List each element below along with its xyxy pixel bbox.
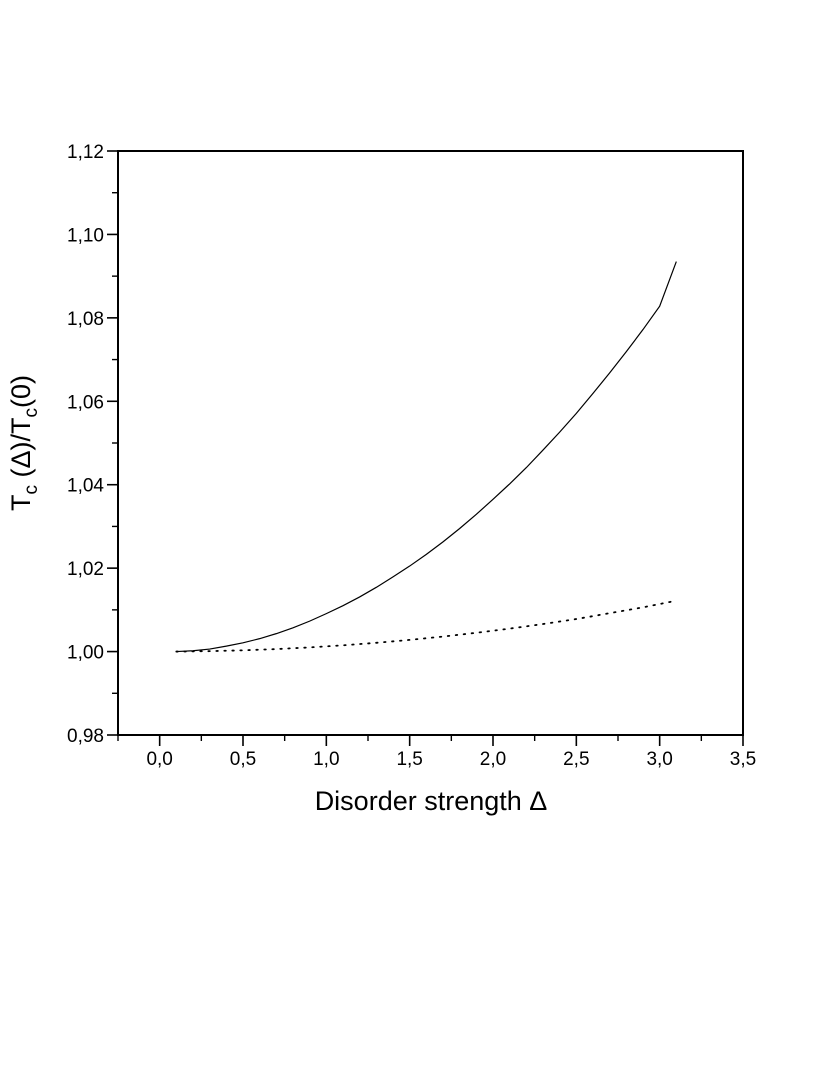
x-tick-label: 0,0 xyxy=(146,749,172,770)
y-axis: 0,98 1,00 1,02 1,04 1,06 1,08 1,10 1,12 xyxy=(67,142,118,747)
solid-series-line xyxy=(176,261,677,653)
y-axis-title-tail: (0) xyxy=(6,375,36,408)
y-axis-title: Tc (Δ)/Tc(0) xyxy=(6,375,42,511)
y-axis-title-sub1: c xyxy=(21,485,42,495)
x-tick-label: 2,0 xyxy=(480,749,506,770)
x-tick-label: 1,0 xyxy=(313,749,339,770)
y-tick-label: 0,98 xyxy=(67,726,104,747)
y-tick-label: 1,04 xyxy=(67,476,104,497)
y-axis-title-mid: (Δ)/T xyxy=(6,417,36,485)
y-tick-label: 1,08 xyxy=(67,309,104,330)
x-tick-label: 0,5 xyxy=(230,749,256,770)
series-layer xyxy=(175,261,678,653)
y-tick-label: 1,02 xyxy=(67,559,104,580)
y-axis-title-sub2: c xyxy=(21,408,42,418)
x-axis: 0,0 0,5 1,0 1,5 2,0 2,5 3,0 3,5 xyxy=(117,735,756,770)
y-tick-label: 1,12 xyxy=(67,142,104,163)
y-tick-label: 1,10 xyxy=(67,225,104,246)
plot-frame xyxy=(117,150,744,736)
y-tick-label: 1,06 xyxy=(67,392,104,413)
x-axis-title: Disorder strength Δ xyxy=(315,786,548,816)
y-tick-label: 1,00 xyxy=(67,643,104,664)
dotted-series-line xyxy=(175,599,678,653)
x-tick-label: 2,5 xyxy=(563,749,589,770)
x-tick-label: 3,5 xyxy=(730,749,756,770)
x-tick-label: 3,0 xyxy=(646,749,672,770)
x-tick-label: 1,5 xyxy=(396,749,422,770)
y-axis-title-main: T xyxy=(6,495,36,512)
